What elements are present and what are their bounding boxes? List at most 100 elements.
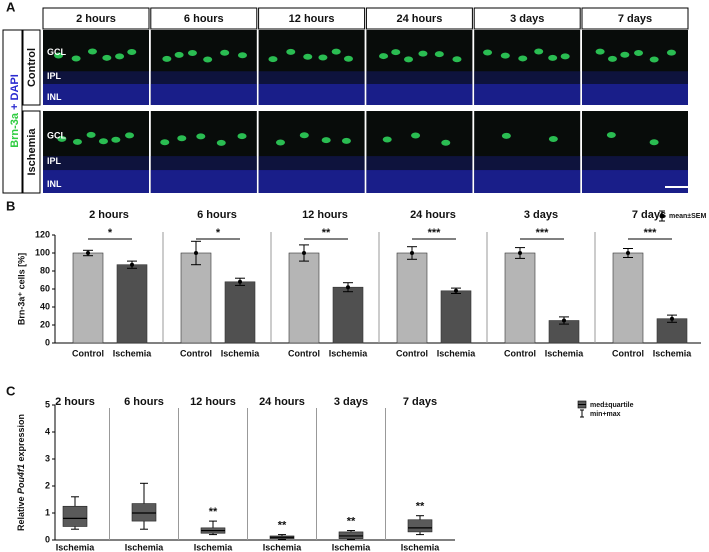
- y-axis-label-part: Pou4f1: [16, 464, 26, 494]
- y-tick-label: 40: [40, 301, 50, 311]
- y-tick-label: 2: [45, 480, 50, 490]
- column-header-box: [42, 7, 150, 30]
- layer-label: INL: [47, 179, 62, 189]
- x-tick-label: Ischemia: [263, 542, 303, 552]
- x-tick-label: Control: [396, 348, 428, 358]
- panel-label: A: [6, 0, 16, 14]
- dapi-band: [366, 170, 473, 193]
- rgc-nucleus: [452, 56, 462, 63]
- group-title: 12 hours: [302, 209, 348, 221]
- rgc-nucleus: [441, 139, 451, 146]
- rgc-nucleus: [318, 54, 328, 61]
- group-title: 24 hours: [259, 396, 305, 408]
- column-header: 3 days: [510, 13, 544, 25]
- rgc-nucleus: [54, 52, 63, 59]
- mean-point: [194, 251, 198, 255]
- column-header: 24 hours: [396, 13, 442, 25]
- rgc-nucleus: [127, 48, 137, 55]
- x-tick-label: Ischemia: [332, 542, 372, 552]
- stain-blue: + DAPI: [9, 74, 21, 110]
- column-header: 7 days: [618, 13, 652, 25]
- column-header-box: [150, 7, 258, 30]
- bar: [396, 252, 428, 344]
- rgc-nucleus: [382, 136, 392, 143]
- x-tick-label: Ischemia: [545, 348, 585, 358]
- y-tick-label: 5: [45, 399, 50, 409]
- y-axis-label: Brn-3a⁺ cells [%]: [16, 253, 26, 325]
- rgc-nucleus: [286, 48, 296, 55]
- rgc-nucleus: [649, 56, 659, 63]
- rgc-nucleus: [216, 139, 226, 146]
- dapi-band: [474, 170, 581, 193]
- x-tick-label: Ischemia: [194, 542, 234, 552]
- rgc-nucleus: [160, 139, 170, 146]
- dapi-haze: [258, 71, 365, 84]
- bar: [116, 264, 148, 344]
- bar: [72, 252, 104, 344]
- column-header-box: [473, 7, 581, 30]
- rgc-nucleus: [196, 133, 206, 140]
- rgc-nucleus: [111, 136, 121, 143]
- row-label-box: [22, 110, 41, 194]
- y-axis-label-part: expression: [16, 414, 26, 464]
- mean-point: [130, 262, 134, 267]
- rgc-nucleus: [87, 48, 97, 55]
- y-axis-label-part: Relative: [16, 494, 26, 531]
- group-title: 7 days: [632, 209, 666, 221]
- dapi-band: [258, 170, 365, 193]
- dapi-haze: [150, 71, 257, 84]
- rgc-nucleus: [268, 56, 278, 63]
- group-title: 3 days: [334, 396, 368, 408]
- layer-label: IPL: [47, 71, 62, 81]
- y-tick-label: 1: [45, 507, 50, 517]
- rgc-nucleus: [666, 49, 676, 56]
- bar: [332, 286, 364, 344]
- y-tick-label: 100: [35, 247, 50, 257]
- x-tick-label: Ischemia: [113, 348, 153, 358]
- mean-point: [86, 251, 90, 255]
- rgc-nucleus: [203, 56, 213, 63]
- rgc-nucleus: [595, 48, 605, 55]
- significance: ***: [644, 227, 658, 239]
- rgc-nucleus: [125, 132, 135, 139]
- column-header: 2 hours: [76, 13, 116, 25]
- x-tick-label: Control: [504, 348, 536, 358]
- y-tick-label: 60: [40, 283, 50, 293]
- legend-marker: [659, 213, 665, 219]
- box: [62, 505, 88, 527]
- rgc-nucleus: [303, 53, 313, 60]
- dapi-haze: [43, 71, 149, 84]
- rgc-nucleus: [343, 55, 353, 62]
- significance: **: [347, 515, 356, 527]
- significance: *: [108, 227, 113, 239]
- significance: **: [322, 227, 331, 239]
- legend-label: min+max: [590, 411, 621, 418]
- layer-label: INL: [47, 92, 62, 102]
- dapi-band: [474, 84, 581, 105]
- mean-point: [410, 251, 414, 255]
- rgc-nucleus: [606, 132, 616, 139]
- layer-label: GCL: [47, 131, 67, 141]
- rgc-nucleus: [115, 53, 125, 60]
- rgc-nucleus: [162, 55, 172, 62]
- mean-point: [626, 251, 630, 255]
- x-tick-label: Ischemia: [401, 542, 441, 552]
- stain-label: Brn-3a + DAPI: [9, 74, 21, 148]
- rgc-nucleus: [72, 138, 82, 145]
- group-title: 2 hours: [89, 209, 129, 221]
- dapi-haze: [582, 71, 688, 84]
- panel-label: B: [6, 198, 15, 213]
- rgc-nucleus: [341, 137, 351, 144]
- x-tick-label: Control: [180, 348, 212, 358]
- layer-label: GCL: [47, 47, 67, 57]
- rgc-nucleus: [634, 50, 644, 57]
- bar: [224, 281, 256, 344]
- column-header: 6 hours: [184, 13, 224, 25]
- y-tick-label: 3: [45, 453, 50, 463]
- dapi-haze: [366, 156, 473, 171]
- x-tick-label: Ischemia: [437, 348, 477, 358]
- row-label-box: [22, 29, 41, 106]
- dapi-haze: [582, 156, 688, 171]
- column-header-box: [581, 7, 689, 30]
